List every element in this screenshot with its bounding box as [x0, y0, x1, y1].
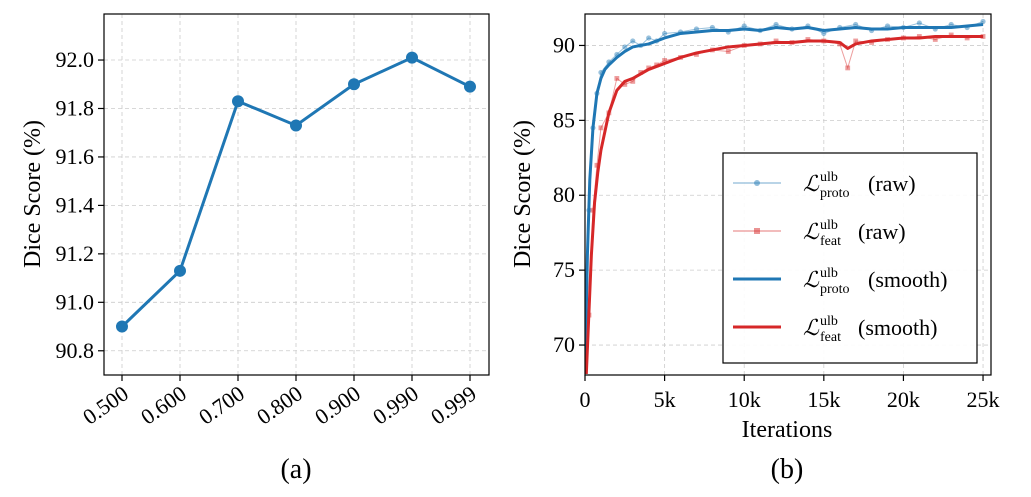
caption-a: (a) — [280, 454, 311, 485]
gridlines-a — [104, 14, 489, 375]
data-point-raw-0 — [980, 18, 986, 25]
legend-suffix-0: (raw) — [868, 171, 916, 196]
y-tick-label-b: 75 — [553, 257, 575, 282]
data-point-a — [290, 119, 302, 132]
legend-superscript-2: ulb — [820, 266, 838, 281]
legend-frame — [722, 152, 978, 364]
data-point-raw-0 — [884, 23, 891, 29]
data-point-raw-1 — [614, 76, 620, 81]
data-point-raw-0 — [916, 20, 922, 26]
y-tick-label-a: 91.0 — [56, 289, 95, 314]
y-tick-label-a: 92.0 — [56, 47, 95, 72]
data-point-raw-0 — [773, 21, 779, 28]
data-point-a — [464, 80, 476, 93]
data-point-raw-0 — [709, 24, 715, 31]
data-point-raw-0 — [948, 21, 954, 28]
x-tick-label-a: 0.800 — [252, 381, 307, 430]
data-point-raw-0 — [646, 35, 652, 41]
data-point-raw-0 — [853, 21, 859, 28]
y-tick-label-b: 70 — [553, 332, 575, 357]
data-point-raw-0 — [622, 44, 628, 50]
data-point-raw-1 — [630, 79, 636, 84]
legend-subscript-3: feat — [820, 330, 841, 345]
y-tick-label-b: 85 — [553, 107, 575, 132]
legend-subscript-2: proto — [820, 282, 850, 297]
data-point-raw-0 — [821, 30, 827, 37]
data-point-a — [232, 95, 244, 108]
legend-marker-1 — [754, 228, 760, 234]
data-point-raw-0 — [693, 26, 700, 32]
data-point-raw-0 — [630, 38, 636, 44]
legend-symbol-0: ℒ — [803, 171, 820, 196]
caption-b: (b) — [771, 454, 804, 485]
series-b — [585, 18, 986, 374]
data-point-a — [406, 51, 418, 64]
y-axis-label-a: Dice Score (%) — [20, 120, 46, 268]
data-point-raw-0 — [662, 30, 668, 37]
data-point-raw-0 — [741, 23, 747, 29]
chart-panel-b: 70 75 80 85 90 0 5k 10k 15k 20k 25k Dice Score (%… — [510, 13, 1000, 485]
x-tick-label-a: 0.999 — [426, 381, 481, 430]
data-point-raw-1 — [662, 58, 668, 63]
legend-subscript-0: proto — [820, 186, 850, 201]
y-tick-label-b: 90 — [553, 32, 575, 57]
x-axis-ticks-a: 0.500 0.600 0.700 0.800 0.900 0.990 0.999 — [78, 375, 481, 429]
series-line-smooth-2 — [585, 22, 984, 374]
legend-symbol-2: ℒ — [803, 267, 820, 292]
series-a — [116, 51, 476, 333]
plot-frame-b — [584, 13, 992, 376]
chart-panel-a: 90.891.091.291.491.691.892.0 0.500 0.600 0… — [20, 13, 490, 485]
legend-symbol-1: ℒ — [803, 219, 820, 244]
data-point-raw-1 — [932, 37, 938, 42]
x-tick-label-a: 0.600 — [136, 381, 191, 430]
data-point-raw-1 — [594, 162, 600, 168]
legend-suffix-3: (smooth) — [858, 315, 937, 340]
x-tick-label-b: 25k — [967, 387, 1000, 412]
data-point-raw-1 — [598, 125, 604, 131]
data-point-raw-1 — [622, 82, 628, 87]
y-axis-ticks-a: 90.8 91.0 91.2 91.4 91.6 91.8 92.0 — [56, 47, 104, 363]
y-tick-label-a: 91.4 — [56, 192, 95, 217]
x-tick-label-b: 10k — [728, 387, 761, 412]
x-tick-label-b: 20k — [887, 387, 920, 412]
legend-superscript-1: ulb — [820, 218, 838, 233]
y-tick-label-a: 91.6 — [56, 144, 95, 169]
data-point-a — [348, 78, 360, 91]
data-point-raw-1 — [853, 38, 859, 44]
y-axis-label-b: Dice Score (%) — [510, 120, 536, 268]
series-line-smooth-3 — [585, 34, 984, 374]
data-point-raw-1 — [725, 49, 731, 54]
x-tick-label-b: 0 — [580, 387, 591, 412]
y-tick-label-a: 91.2 — [56, 241, 95, 266]
x-axis-ticks-b: 0 5k 10k 15k 20k 25k — [580, 375, 1000, 412]
legend-suffix-2: (smooth) — [868, 267, 947, 292]
x-tick-label-a: 0.700 — [194, 381, 249, 430]
data-point-a — [116, 320, 128, 333]
legend-subscript-1: feat — [820, 234, 841, 249]
data-point-raw-1 — [845, 65, 851, 71]
legend-suffix-1: (raw) — [858, 219, 906, 244]
x-tick-label-a: 0.500 — [78, 381, 133, 430]
y-tick-label-a: 90.8 — [56, 338, 95, 363]
x-tick-label-a: 0.990 — [368, 381, 423, 430]
legend-marker-0 — [754, 180, 760, 186]
y-tick-label-b: 80 — [553, 182, 575, 207]
legend-superscript-0: ulb — [820, 170, 838, 185]
legend-superscript-3: ulb — [820, 314, 838, 329]
x-tick-label-b: 15k — [807, 387, 840, 412]
x-axis-label-b: Iterations — [742, 417, 833, 443]
y-axis-ticks-b: 70 75 80 85 90 — [553, 32, 585, 357]
x-tick-label-b: 5k — [654, 387, 676, 412]
y-tick-label-a: 91.8 — [56, 95, 95, 120]
data-point-a — [174, 264, 186, 277]
legend-symbol-3: ℒ — [803, 315, 820, 340]
x-tick-label-a: 0.900 — [310, 381, 365, 430]
